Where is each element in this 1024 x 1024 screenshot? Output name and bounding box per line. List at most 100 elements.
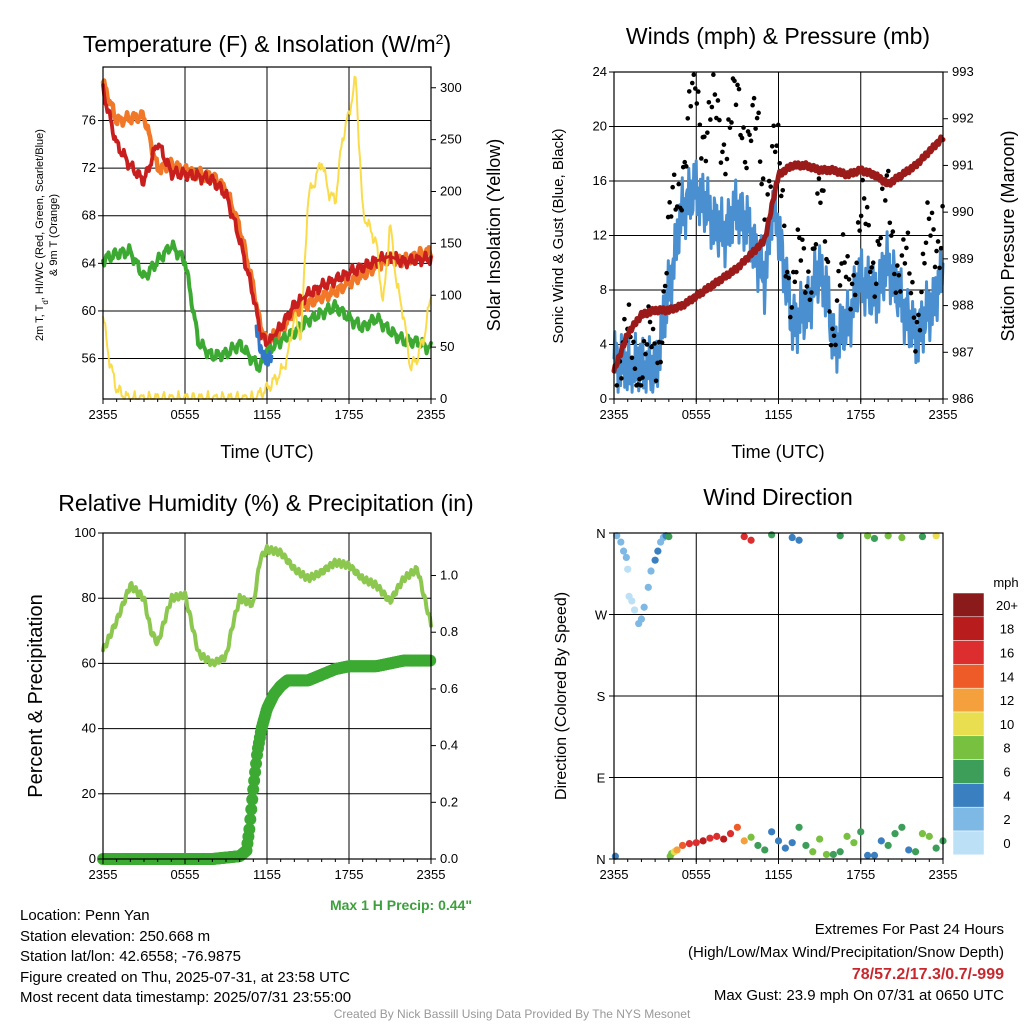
direction-dot xyxy=(795,823,803,831)
y-tick-label: 56 xyxy=(82,351,96,366)
gust-dot xyxy=(833,342,838,348)
temperature-ylabel-line2: & 9m T (Orange) xyxy=(48,194,60,276)
gust-dot xyxy=(686,89,692,94)
max-gust: Max Gust: 23.9 mph On 07/31 at 0650 UTC xyxy=(713,987,1004,1004)
gust-dot xyxy=(801,246,807,251)
wind-direction-title: Wind Direction xyxy=(703,484,853,510)
gust-dot xyxy=(650,326,656,332)
gust-dot xyxy=(702,134,707,140)
precip-dot xyxy=(245,803,258,816)
humidity-panel: Relative Humidity (%) & Precipitation (i… xyxy=(25,490,474,913)
colorbar-swatch xyxy=(952,759,985,784)
gust-dot xyxy=(789,305,795,310)
gust-dot xyxy=(830,326,835,332)
gust-dot xyxy=(804,284,810,289)
wind-direction-ylabel: Direction (Colored By Speed) xyxy=(553,592,570,800)
x-tick-label: 2355 xyxy=(417,407,446,422)
gust-dot xyxy=(768,184,773,189)
gust-dot xyxy=(884,173,890,178)
direction-dot xyxy=(622,553,630,562)
winds-panel: Winds (mph) & Pressure (mb) Time (UTC) S… xyxy=(550,23,1018,462)
gust-dot xyxy=(692,86,698,91)
x-tick-label: 2355 xyxy=(929,407,958,422)
gust-dot xyxy=(691,72,697,78)
y2-tick-label: 0.8 xyxy=(440,624,458,639)
x-tick-label: 0555 xyxy=(171,407,200,422)
gust-dot xyxy=(769,143,775,149)
direction-dot xyxy=(850,839,858,847)
gust-dot xyxy=(828,342,834,348)
direction-dot xyxy=(768,531,776,539)
y2-tick-label: 300 xyxy=(440,80,462,95)
colorbar-swatch xyxy=(952,616,985,641)
station-info: Location: Penn Yan Station elevation: 25… xyxy=(20,906,351,1009)
precip-dot xyxy=(243,823,256,836)
direction-dot xyxy=(918,830,927,838)
direction-dot xyxy=(628,597,636,605)
precip-dot xyxy=(246,793,259,806)
gust-dot xyxy=(715,98,721,103)
y2-tick-label: 100 xyxy=(440,287,462,302)
gust-dot xyxy=(778,193,784,199)
direction-dot xyxy=(925,832,933,840)
extremes-legend: (High/Low/Max Wind/Precipitation/Snow De… xyxy=(688,944,1004,961)
direction-dot xyxy=(857,828,865,836)
colorbar-label: 12 xyxy=(1000,693,1014,708)
gust-dot xyxy=(806,269,811,274)
direction-dot xyxy=(932,844,940,852)
gust-dot xyxy=(688,103,694,109)
direction-dot xyxy=(911,848,920,856)
solar-insolation-line xyxy=(102,75,432,400)
direction-dot xyxy=(781,844,789,852)
gust-dot xyxy=(754,115,760,121)
gust-dot xyxy=(723,171,728,177)
gust-dot xyxy=(638,383,644,388)
gust-dot xyxy=(696,89,701,94)
gust-dot xyxy=(641,338,647,344)
gust-dot xyxy=(870,260,876,266)
gust-dot xyxy=(644,342,650,347)
gust-dot xyxy=(689,80,695,86)
direction-dot xyxy=(654,547,662,555)
gust-dot xyxy=(934,248,939,254)
gust-dot xyxy=(786,275,792,281)
gust-dot xyxy=(795,227,801,232)
x-tick-label: 1755 xyxy=(335,407,364,422)
y2-tick-label: 993 xyxy=(952,64,974,79)
direction-dot xyxy=(637,615,646,623)
direction-dot xyxy=(905,846,913,854)
temperature-panel: Temperature (F) & Insolation (W/m2) Time… xyxy=(34,31,504,462)
x-tick-label: 1155 xyxy=(765,407,793,422)
gust-dot xyxy=(879,186,885,192)
y-tick-label: 16 xyxy=(593,173,607,188)
gust-dot xyxy=(873,281,879,287)
y-tick-label: 40 xyxy=(82,721,96,736)
direction-dot xyxy=(836,848,844,856)
y-tick-label: 12 xyxy=(593,228,607,243)
y2-tick-label: 250 xyxy=(440,132,462,147)
humidity-title: Relative Humidity (%) & Precipitation (i… xyxy=(58,490,473,516)
gust-dot xyxy=(750,102,755,108)
gust-dot xyxy=(706,99,712,105)
direction-dot xyxy=(809,848,817,856)
gust-dot xyxy=(632,366,638,372)
direction-dot xyxy=(795,536,803,544)
gust-dot xyxy=(813,242,819,247)
gust-dot xyxy=(751,95,757,101)
y-tick-label: 68 xyxy=(82,208,96,223)
gust-dot xyxy=(815,191,820,196)
relative-humidity-line xyxy=(101,544,433,668)
direction-dot xyxy=(740,533,748,541)
direction-dot xyxy=(918,533,927,541)
gust-dot xyxy=(757,159,763,164)
gust-dot xyxy=(929,210,935,216)
gust-dot xyxy=(917,327,923,333)
station-elevation: Station elevation: 250.668 m xyxy=(20,927,211,945)
direction-dot xyxy=(678,841,687,850)
gust-dot xyxy=(916,312,921,318)
gust-dot xyxy=(827,309,832,314)
colorbar-label: 10 xyxy=(1000,717,1014,732)
y-tick-label: 20 xyxy=(82,786,96,801)
gust-dot xyxy=(899,253,905,258)
direction-dot xyxy=(870,851,879,859)
